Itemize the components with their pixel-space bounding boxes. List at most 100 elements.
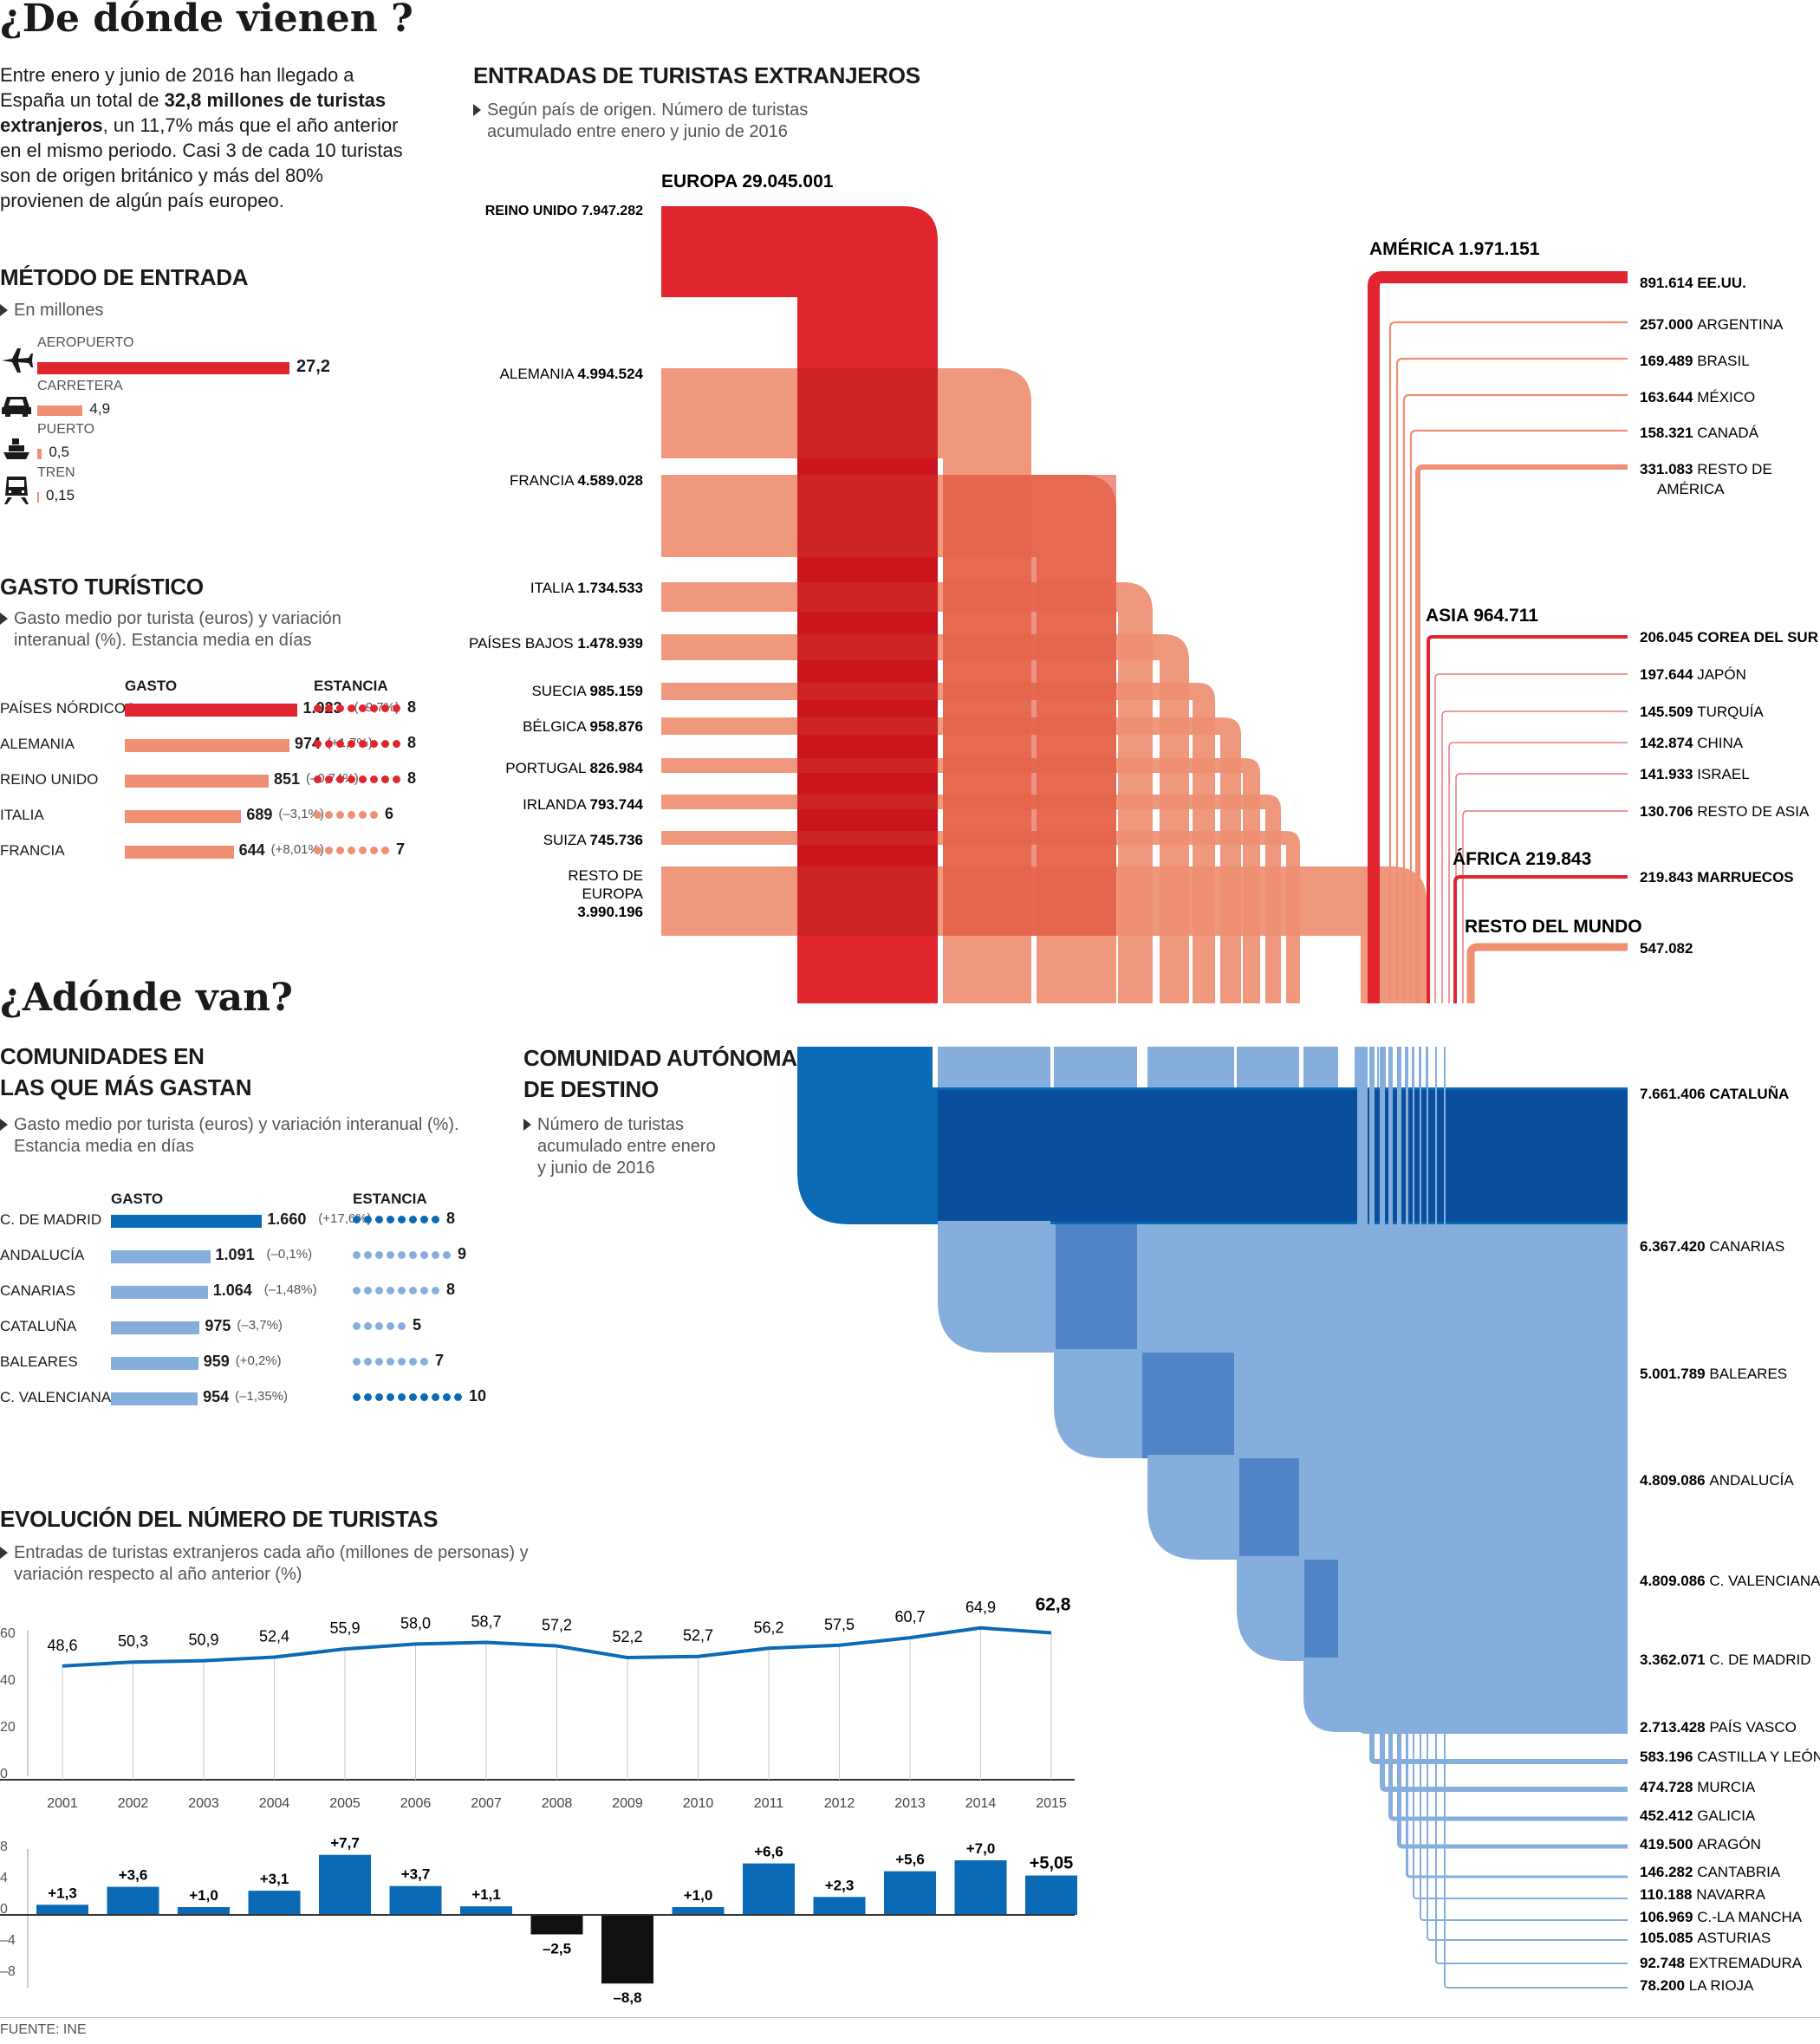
destino-value: 92.748 [1640, 1955, 1689, 1971]
table-row-dot [387, 1216, 394, 1223]
destino-name: MURCIA [1697, 1779, 1756, 1795]
table-row-var: (+0,2%) [235, 1353, 282, 1368]
destino-band [1237, 1556, 1628, 1661]
destino-name: LA RIOJA [1689, 1977, 1754, 1994]
evo-point-label: 52,4 [259, 1628, 289, 1645]
table-row-dot [370, 775, 378, 783]
table-row-dot [325, 775, 333, 783]
evolucion-note: Entradas de turistas extranjeros cada añ… [0, 1542, 551, 1586]
europe-label-name: ALEMANIA [500, 366, 578, 382]
table-row-estancia: 8 [407, 734, 417, 751]
destino-label: 2.713.428 PAÍS VASCO [1640, 1719, 1797, 1736]
asia-flow-line [1427, 635, 1628, 1003]
resto-value: 547.082 [1640, 940, 1693, 957]
destino-name: GALICIA [1697, 1807, 1756, 1824]
europe-label: ALEMANIA 4.994.524 [500, 366, 644, 382]
table-row-dot [364, 1216, 372, 1223]
table-row-dot [409, 1393, 417, 1401]
train-icon [4, 477, 29, 504]
destino-value: 6.367.420 [1640, 1238, 1709, 1255]
table-row-dot [387, 1393, 394, 1401]
table-row-estancia: 8 [407, 698, 417, 716]
asia-country-label: 206.045 COREA DEL SUR [1640, 629, 1818, 646]
table-row-value: 1.660 [267, 1210, 307, 1228]
table-row-dot [370, 740, 378, 748]
var-bar-label: +5,6 [895, 1852, 925, 1868]
table-row-label: CATALUÑA [0, 1318, 77, 1334]
evo-point-label: 52,7 [683, 1627, 713, 1645]
comunidades-title-1: COMUNIDADES EN [0, 1043, 205, 1069]
metodo-note: En millones [0, 300, 103, 321]
gasto-table: PAÍSES NÓRDICOS1.023(–9,7%)8ALEMANIA974(… [0, 698, 468, 873]
table-row-dot [353, 1358, 361, 1366]
evo-ytick: 0 [0, 1767, 8, 1781]
table-row-dot [336, 704, 344, 712]
europe-label: FRANCIA 4.589.028 [510, 472, 643, 489]
europe-overlap-red [797, 368, 938, 936]
intro-text-a: Entre enero y junio de 2016 han llegado … [0, 64, 354, 111]
table-row-dot [314, 775, 322, 783]
destino-value: 583.196 [1640, 1749, 1697, 1765]
var-bar [248, 1891, 301, 1915]
table-row-dot [314, 740, 322, 748]
destino-label: 5.001.789 BALEARES [1640, 1366, 1787, 1382]
europe-overlap-salmon [943, 475, 1116, 936]
table-row-dot [409, 1287, 417, 1295]
table-row-var: (–3,7%) [237, 1318, 283, 1333]
destino-title-1: COMUNIDAD AUTÓNOMA [523, 1045, 797, 1071]
destino-line [1380, 1047, 1628, 1792]
asia-flow-line [1434, 673, 1628, 1003]
var-ytick: –4 [0, 1933, 16, 1948]
table-row-dot [381, 775, 389, 783]
destino-name: EXTREMADURA [1689, 1955, 1803, 1971]
america-country-label: 158.321 CANADÁ [1640, 425, 1759, 441]
table-row-value: 974 [294, 735, 321, 752]
gasto-note: Gasto medio por turista (euros) y variac… [0, 608, 378, 652]
europe-label-value: 745.736 [590, 832, 643, 848]
europe-label-value: 3.990.196 [577, 904, 643, 920]
table-row-dot [336, 775, 344, 783]
destino-value: 105.085 [1640, 1930, 1697, 1946]
europe-label-value: 985.159 [590, 683, 643, 699]
table-row-dot [336, 847, 344, 854]
europe-label-name: ITALIA [530, 580, 578, 596]
table-row-label: C. VALENCIANA [0, 1389, 112, 1405]
america-country-label: 169.489 BRASIL [1640, 353, 1750, 369]
table-row-value: 689 [246, 806, 273, 823]
table-row-value: 975 [205, 1317, 231, 1334]
table-row-value: 954 [203, 1388, 230, 1405]
table-row-dot [370, 704, 378, 712]
metodo-bar [37, 449, 42, 459]
america-flow-line [1388, 321, 1628, 1003]
destino-line [1427, 1047, 1628, 1941]
destino-label: 106.969 C.-LA MANCHA [1640, 1909, 1803, 1925]
var-bar [530, 1915, 583, 1935]
europe-label: IRLANDA 793.744 [523, 796, 643, 813]
africa-country-label: 219.843 MARRUECOS [1640, 869, 1794, 886]
table-row-dot [353, 1216, 361, 1223]
table-row-dot [398, 1322, 406, 1330]
europe-label-name: IRLANDA [523, 796, 589, 813]
comunidades-col-estancia: ESTANCIA [353, 1191, 427, 1207]
entradas-title: ENTRADAS DE TURISTAS EXTRANJEROS [473, 62, 920, 88]
table-row-value: 959 [203, 1353, 230, 1370]
var-bar [389, 1885, 442, 1915]
destino-band [1303, 1658, 1628, 1732]
america-country-name: ARGENTINA [1697, 316, 1784, 333]
destino-name: CASTILLA Y LEÓN [1697, 1749, 1820, 1765]
destino-value: 452.412 [1640, 1807, 1697, 1824]
table-row-bar [125, 739, 289, 752]
evo-line [62, 1625, 1052, 1668]
asia-country-label: 130.706 RESTO DE ASIA [1640, 803, 1810, 820]
evo-xtick: 2005 [329, 1796, 361, 1811]
metodo-label: PUERTO [37, 422, 95, 437]
destino-value: 4.809.086 [1640, 1573, 1709, 1589]
destino-note: Número de turistas acumulado entre enero… [523, 1114, 719, 1179]
metodo-value: 4,9 [89, 400, 111, 417]
destino-name: PAÍS VASCO [1709, 1719, 1796, 1736]
destino-value: 106.969 [1640, 1909, 1697, 1925]
destino-value: 146.282 [1640, 1864, 1697, 1880]
table-row-dot [336, 811, 344, 819]
asia-country-label: 142.874 CHINA [1640, 735, 1744, 751]
table-row-dot [364, 1251, 372, 1259]
